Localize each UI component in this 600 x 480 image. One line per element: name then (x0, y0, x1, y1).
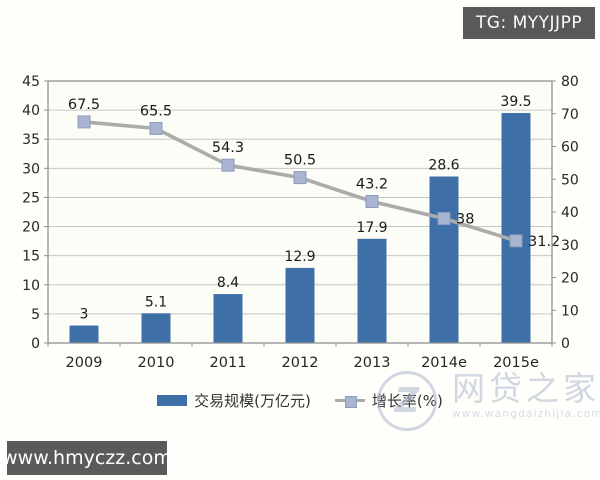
bar-series-swatch-icon (157, 395, 188, 406)
legend-label-growth-rate: 增长率(%) (371, 392, 443, 410)
right-axis-tick: 50 (561, 172, 579, 188)
line-label: 31.2 (528, 234, 560, 250)
x-axis-label-2012: 2012 (282, 355, 319, 371)
right-axis-tick: 20 (561, 271, 579, 287)
legend-item-transaction-volume: 交易规模(万亿元) (157, 390, 311, 411)
left-axis-tick: 30 (22, 161, 40, 177)
left-axis-tick: 5 (31, 307, 40, 323)
left-axis-tick: 25 (22, 190, 40, 206)
line-marker-2011 (221, 158, 235, 172)
line-label: 65.5 (140, 103, 172, 119)
line-marker-2010 (149, 121, 163, 135)
right-axis-tick: 40 (561, 205, 579, 221)
bar-label: 17.9 (356, 220, 387, 236)
bar-label: 28.6 (428, 157, 459, 173)
bar-label: 5.1 (145, 294, 167, 310)
line-series: 67.5 65.5 54.3 50.5 43.2 38 31.2 (68, 97, 560, 250)
right-axis-tick: 0 (561, 336, 570, 352)
line-marker-2012 (293, 171, 307, 185)
right-axis-tick: 30 (561, 238, 579, 254)
bar-2013 (357, 238, 387, 343)
right-axis-tick: 60 (561, 140, 579, 156)
left-axis-tick: 40 (22, 103, 40, 119)
left-axis-tick: 35 (22, 132, 40, 148)
axes: 0 5 10 15 20 25 30 35 40 45 0 10 20 30 40 50 60 70 80 2009 2… (22, 74, 579, 371)
bar-label: 8.4 (217, 275, 239, 291)
left-axis-tick: 10 (22, 278, 40, 294)
combo-chart: 3 5.1 8.4 12.9 17.9 28.6 39.5 67.5 65.5 54.3 50.5 4… (22, 74, 579, 371)
line-label: 50.5 (284, 153, 316, 169)
line-label: 67.5 (68, 97, 100, 113)
x-axis-label-2014e: 2014e (421, 355, 467, 371)
left-axis-tick: 0 (31, 336, 40, 352)
bar-label: 12.9 (284, 249, 315, 265)
bar-2012 (285, 267, 315, 343)
line-label: 43.2 (356, 177, 388, 193)
x-axis-label-2009: 2009 (66, 355, 103, 371)
line-marker-2014e (437, 212, 451, 226)
bar-label: 3 (80, 307, 89, 323)
right-axis-tick: 10 (561, 303, 579, 319)
line-marker-2013 (365, 195, 379, 209)
line-marker-2015e (509, 234, 523, 248)
left-axis-tick: 15 (22, 249, 40, 265)
line-label: 54.3 (212, 140, 244, 156)
bar-series: 3 5.1 8.4 12.9 17.9 28.6 39.5 (69, 94, 532, 344)
right-axis-tick: 70 (561, 107, 579, 123)
x-axis-label-2011: 2011 (210, 355, 247, 371)
legend-label-transaction-volume: 交易规模(万亿元) (194, 392, 311, 410)
left-axis-tick: 45 (22, 74, 40, 90)
x-axis-label-2013: 2013 (354, 355, 391, 371)
line-marker-2009 (77, 115, 91, 129)
bar-2009 (69, 325, 99, 343)
x-axis-label-2010: 2010 (138, 355, 175, 371)
bar-2014e (429, 176, 459, 343)
telegram-badge: TG: MYYJJPP (463, 7, 595, 39)
bar-label: 39.5 (500, 94, 531, 110)
bar-2010 (141, 313, 171, 343)
line-series-swatch-icon (334, 394, 365, 408)
chart-legend: 交易规模(万亿元) 增长率(%) (48, 390, 552, 411)
bar-2011 (213, 294, 243, 343)
left-axis-tick: 20 (22, 220, 40, 236)
legend-item-growth-rate: 增长率(%) (334, 390, 443, 411)
line-label: 38 (456, 212, 474, 228)
right-axis-tick: 80 (561, 74, 579, 90)
site-url-banner: www.hmyczz.com (2, 441, 172, 475)
bar-2015e (501, 113, 531, 344)
x-axis-label-2015e: 2015e (493, 355, 539, 371)
